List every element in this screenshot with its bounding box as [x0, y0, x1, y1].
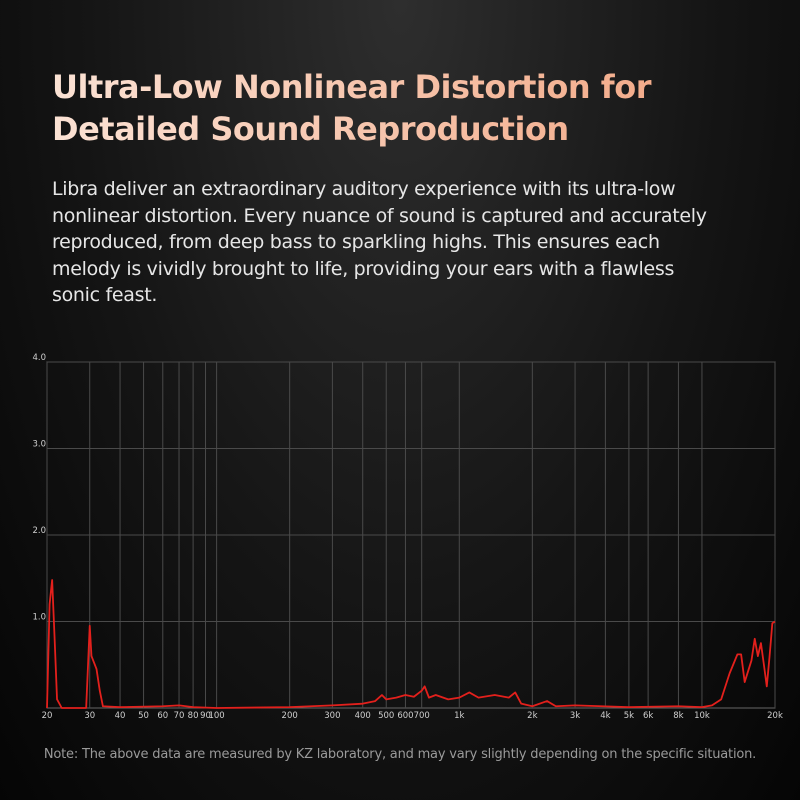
- x-tick-label: 8k: [673, 711, 683, 721]
- header: Ultra-Low Nonlinear Distortion for Detai…: [52, 66, 772, 150]
- title: Ultra-Low Nonlinear Distortion for: [52, 66, 772, 108]
- note: Note: The above data are measured by KZ …: [43, 747, 757, 762]
- x-tick-label: 4k: [600, 711, 610, 721]
- body-line: sonic feast.: [52, 284, 158, 306]
- data-line: [46, 579, 776, 709]
- x-tick-label: 300: [324, 711, 340, 721]
- x-tick-label: 6k: [643, 711, 653, 721]
- x-tick-label: 200: [282, 711, 298, 721]
- x-tick-label: 70: [174, 711, 185, 721]
- body-line: reproduced, from deep bass to sparkling …: [52, 231, 660, 253]
- x-tick-label: 500: [378, 711, 394, 721]
- x-tick-label: 3k: [570, 711, 580, 721]
- x-tick-label: 20k: [767, 711, 783, 721]
- x-tick-label: 50: [138, 711, 149, 721]
- body-line: Libra deliver an extraordinary auditory …: [52, 178, 676, 200]
- x-tick-label: 100: [208, 711, 224, 721]
- y-tick-label: 1.0: [32, 613, 46, 623]
- x-tick-label: 20: [42, 711, 53, 721]
- x-tick-label: 400: [355, 711, 371, 721]
- x-tick-label: 40: [115, 711, 126, 721]
- x-tick-label: 600: [397, 711, 413, 721]
- x-tick-label: 90: [200, 711, 211, 721]
- body-line: melody is vividly brought to life, provi…: [52, 257, 675, 280]
- x-tick-label: 5k: [624, 711, 634, 721]
- body-line: nonlinear distortion. Every nuance of so…: [52, 204, 707, 227]
- y-tick-label: 3.0: [32, 440, 46, 450]
- x-tick-label: 700: [414, 711, 430, 721]
- x-tick-label: 10k: [694, 711, 710, 721]
- body-text: Libra deliver an extraordinary auditory …: [52, 176, 792, 309]
- x-tick-label: 1k: [454, 711, 464, 721]
- x-tick-label: 2k: [527, 711, 537, 721]
- title: Detailed Sound Reproduction: [52, 108, 772, 150]
- x-tick-label: 30: [84, 711, 95, 721]
- x-tick-label: 60: [157, 711, 168, 721]
- x-tick-label: 80: [188, 711, 199, 721]
- y-tick-label: 2.0: [32, 526, 46, 536]
- y-tick-label: 4.0: [32, 353, 46, 363]
